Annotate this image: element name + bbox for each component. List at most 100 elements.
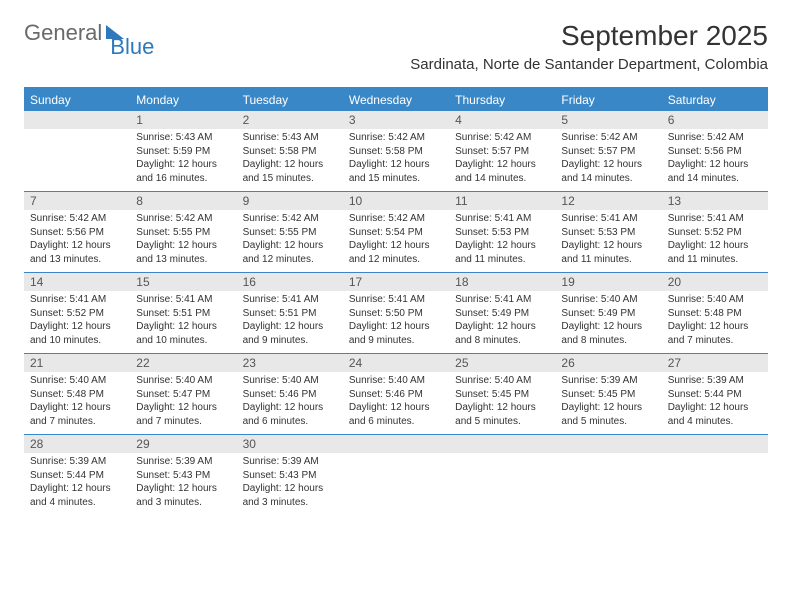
day-number: 18 xyxy=(449,273,555,291)
day-number: 4 xyxy=(449,111,555,129)
daylight-line: Daylight: 12 hours and 11 minutes. xyxy=(455,239,549,266)
sunset-line: Sunset: 5:57 PM xyxy=(561,145,655,159)
calendar-page: General Blue September 2025 Sardinata, N… xyxy=(0,0,792,535)
sunrise-line: Sunrise: 5:42 AM xyxy=(561,131,655,145)
sunset-line: Sunset: 5:59 PM xyxy=(136,145,230,159)
sunrise-line: Sunrise: 5:39 AM xyxy=(30,455,124,469)
sunrise-line: Sunrise: 5:42 AM xyxy=(30,212,124,226)
day-number: 22 xyxy=(130,354,236,372)
sunset-line: Sunset: 5:55 PM xyxy=(243,226,337,240)
day-details: Sunrise: 5:39 AMSunset: 5:44 PMDaylight:… xyxy=(24,453,130,515)
day-details xyxy=(343,453,449,515)
sunset-line: Sunset: 5:51 PM xyxy=(243,307,337,321)
day-number: 15 xyxy=(130,273,236,291)
daylight-line: Daylight: 12 hours and 16 minutes. xyxy=(136,158,230,185)
details-row: Sunrise: 5:42 AMSunset: 5:56 PMDaylight:… xyxy=(24,210,768,272)
sunrise-line: Sunrise: 5:42 AM xyxy=(136,212,230,226)
sunrise-line: Sunrise: 5:42 AM xyxy=(668,131,762,145)
sunrise-line: Sunrise: 5:41 AM xyxy=(455,293,549,307)
daylight-line: Daylight: 12 hours and 4 minutes. xyxy=(668,401,762,428)
day-number: 20 xyxy=(662,273,768,291)
day-details: Sunrise: 5:40 AMSunset: 5:46 PMDaylight:… xyxy=(237,372,343,434)
day-number: 26 xyxy=(555,354,661,372)
sunrise-line: Sunrise: 5:40 AM xyxy=(136,374,230,388)
sunrise-line: Sunrise: 5:40 AM xyxy=(30,374,124,388)
header-row: General Blue September 2025 Sardinata, N… xyxy=(24,20,768,73)
sunset-line: Sunset: 5:47 PM xyxy=(136,388,230,402)
calendar-grid: Sunday Monday Tuesday Wednesday Thursday… xyxy=(24,87,768,515)
daylight-line: Daylight: 12 hours and 10 minutes. xyxy=(136,320,230,347)
sunset-line: Sunset: 5:43 PM xyxy=(136,469,230,483)
day-details xyxy=(24,129,130,191)
sunrise-line: Sunrise: 5:42 AM xyxy=(455,131,549,145)
sunset-line: Sunset: 5:50 PM xyxy=(349,307,443,321)
day-details: Sunrise: 5:41 AMSunset: 5:49 PMDaylight:… xyxy=(449,291,555,353)
title-block: September 2025 Sardinata, Norte de Santa… xyxy=(410,20,768,73)
day-number: 16 xyxy=(237,273,343,291)
sunset-line: Sunset: 5:46 PM xyxy=(349,388,443,402)
sunset-line: Sunset: 5:44 PM xyxy=(30,469,124,483)
sunrise-line: Sunrise: 5:41 AM xyxy=(455,212,549,226)
day-details: Sunrise: 5:41 AMSunset: 5:51 PMDaylight:… xyxy=(130,291,236,353)
day-number: 11 xyxy=(449,192,555,210)
sunset-line: Sunset: 5:44 PM xyxy=(668,388,762,402)
daylight-line: Daylight: 12 hours and 5 minutes. xyxy=(561,401,655,428)
day-number: 1 xyxy=(130,111,236,129)
day-details: Sunrise: 5:40 AMSunset: 5:49 PMDaylight:… xyxy=(555,291,661,353)
sunset-line: Sunset: 5:52 PM xyxy=(668,226,762,240)
day-details: Sunrise: 5:41 AMSunset: 5:50 PMDaylight:… xyxy=(343,291,449,353)
sunset-line: Sunset: 5:56 PM xyxy=(30,226,124,240)
details-row: Sunrise: 5:40 AMSunset: 5:48 PMDaylight:… xyxy=(24,372,768,434)
day-details xyxy=(662,453,768,515)
sunrise-line: Sunrise: 5:41 AM xyxy=(349,293,443,307)
weekday-thursday: Thursday xyxy=(449,89,555,111)
daylight-line: Daylight: 12 hours and 14 minutes. xyxy=(561,158,655,185)
day-number: 21 xyxy=(24,354,130,372)
brand-logo: General Blue xyxy=(24,20,156,46)
day-details: Sunrise: 5:40 AMSunset: 5:48 PMDaylight:… xyxy=(24,372,130,434)
sunrise-line: Sunrise: 5:39 AM xyxy=(136,455,230,469)
weekday-header-row: Sunday Monday Tuesday Wednesday Thursday… xyxy=(24,89,768,111)
sunrise-line: Sunrise: 5:41 AM xyxy=(30,293,124,307)
day-number: 25 xyxy=(449,354,555,372)
sunrise-line: Sunrise: 5:40 AM xyxy=(668,293,762,307)
day-number: 13 xyxy=(662,192,768,210)
day-details: Sunrise: 5:39 AMSunset: 5:44 PMDaylight:… xyxy=(662,372,768,434)
day-details: Sunrise: 5:40 AMSunset: 5:47 PMDaylight:… xyxy=(130,372,236,434)
day-details: Sunrise: 5:42 AMSunset: 5:55 PMDaylight:… xyxy=(237,210,343,272)
details-row: Sunrise: 5:43 AMSunset: 5:59 PMDaylight:… xyxy=(24,129,768,191)
daylight-line: Daylight: 12 hours and 6 minutes. xyxy=(349,401,443,428)
weekday-monday: Monday xyxy=(130,89,236,111)
sunrise-line: Sunrise: 5:40 AM xyxy=(349,374,443,388)
day-details: Sunrise: 5:42 AMSunset: 5:57 PMDaylight:… xyxy=(449,129,555,191)
daylight-line: Daylight: 12 hours and 7 minutes. xyxy=(30,401,124,428)
day-details: Sunrise: 5:40 AMSunset: 5:46 PMDaylight:… xyxy=(343,372,449,434)
day-details xyxy=(555,453,661,515)
sunrise-line: Sunrise: 5:41 AM xyxy=(243,293,337,307)
sunrise-line: Sunrise: 5:40 AM xyxy=(561,293,655,307)
daylight-line: Daylight: 12 hours and 13 minutes. xyxy=(136,239,230,266)
daylight-line: Daylight: 12 hours and 8 minutes. xyxy=(455,320,549,347)
daylight-line: Daylight: 12 hours and 7 minutes. xyxy=(136,401,230,428)
day-number: 14 xyxy=(24,273,130,291)
daylight-line: Daylight: 12 hours and 9 minutes. xyxy=(349,320,443,347)
day-details: Sunrise: 5:42 AMSunset: 5:55 PMDaylight:… xyxy=(130,210,236,272)
sunset-line: Sunset: 5:49 PM xyxy=(455,307,549,321)
day-number: 9 xyxy=(237,192,343,210)
sunset-line: Sunset: 5:45 PM xyxy=(455,388,549,402)
day-details: Sunrise: 5:39 AMSunset: 5:45 PMDaylight:… xyxy=(555,372,661,434)
day-number: 27 xyxy=(662,354,768,372)
day-details: Sunrise: 5:39 AMSunset: 5:43 PMDaylight:… xyxy=(130,453,236,515)
sunset-line: Sunset: 5:55 PM xyxy=(136,226,230,240)
weekday-tuesday: Tuesday xyxy=(237,89,343,111)
sunset-line: Sunset: 5:49 PM xyxy=(561,307,655,321)
day-number: 23 xyxy=(237,354,343,372)
daylight-line: Daylight: 12 hours and 3 minutes. xyxy=(243,482,337,509)
day-number: 29 xyxy=(130,435,236,453)
day-number: 8 xyxy=(130,192,236,210)
day-number: 12 xyxy=(555,192,661,210)
month-title: September 2025 xyxy=(410,20,768,52)
day-details xyxy=(449,453,555,515)
sunrise-line: Sunrise: 5:43 AM xyxy=(243,131,337,145)
day-details: Sunrise: 5:42 AMSunset: 5:57 PMDaylight:… xyxy=(555,129,661,191)
